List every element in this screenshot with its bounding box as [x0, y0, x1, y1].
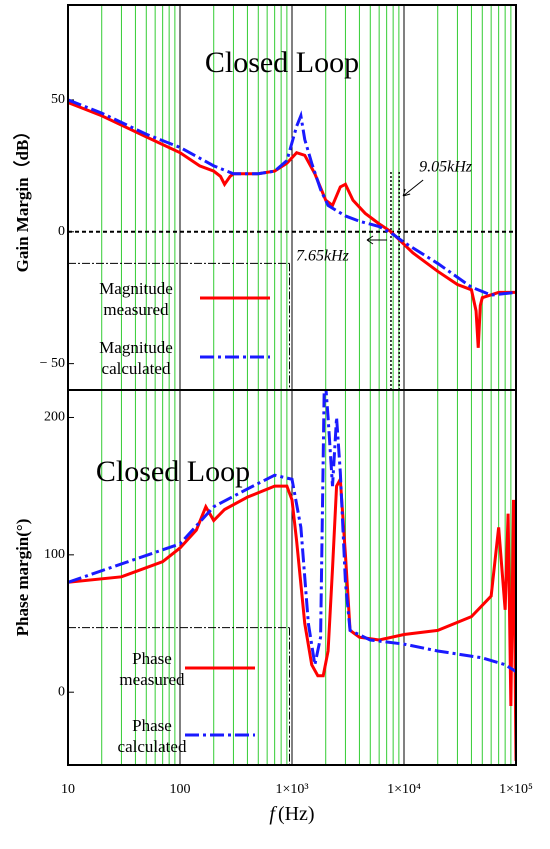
x-axis-label: f (Hz)	[269, 803, 314, 825]
y-tick-label: − 50	[40, 356, 65, 371]
series-line	[68, 390, 516, 673]
chart-title: Closed Loop	[96, 455, 250, 488]
x-axis-label-unit: (Hz)	[278, 803, 315, 825]
y-tick-label: 0	[58, 224, 65, 239]
y-axis-label: Phase margin(°)	[13, 519, 32, 637]
legend-label: Phase calculated	[117, 716, 187, 756]
y-tick-label: 200	[44, 410, 65, 425]
x-axis-label-symbol: f	[269, 803, 277, 825]
x-tick-label: 100	[170, 782, 191, 797]
annotation-arrow	[402, 179, 424, 197]
y-tick-label: 100	[44, 547, 65, 562]
x-tick-label: 1×10³	[275, 782, 308, 797]
legend-label: Magnitude calculated	[99, 338, 173, 378]
annotation-label: 7.65kHz	[296, 248, 350, 265]
x-tick-label: 10	[61, 782, 75, 797]
x-tick-label: 1×10⁴	[387, 782, 421, 797]
y-axis-label: Gain Margin（dB）	[12, 123, 32, 273]
y-tick-label: 0	[58, 684, 65, 699]
legend-label: Phase measured	[119, 649, 185, 689]
chart-title: Closed Loop	[205, 46, 359, 79]
series-line	[68, 98, 516, 297]
legend-label: Magnitude measured	[99, 279, 173, 319]
x-tick-label: 1×10⁵	[499, 782, 533, 797]
series-line	[68, 474, 516, 761]
y-tick-label: 50	[51, 92, 65, 107]
series-line	[68, 101, 516, 348]
plot-frame	[67, 389, 517, 766]
annotation-arrow	[366, 235, 387, 245]
annotation-label: 9.05kHz	[419, 159, 473, 176]
